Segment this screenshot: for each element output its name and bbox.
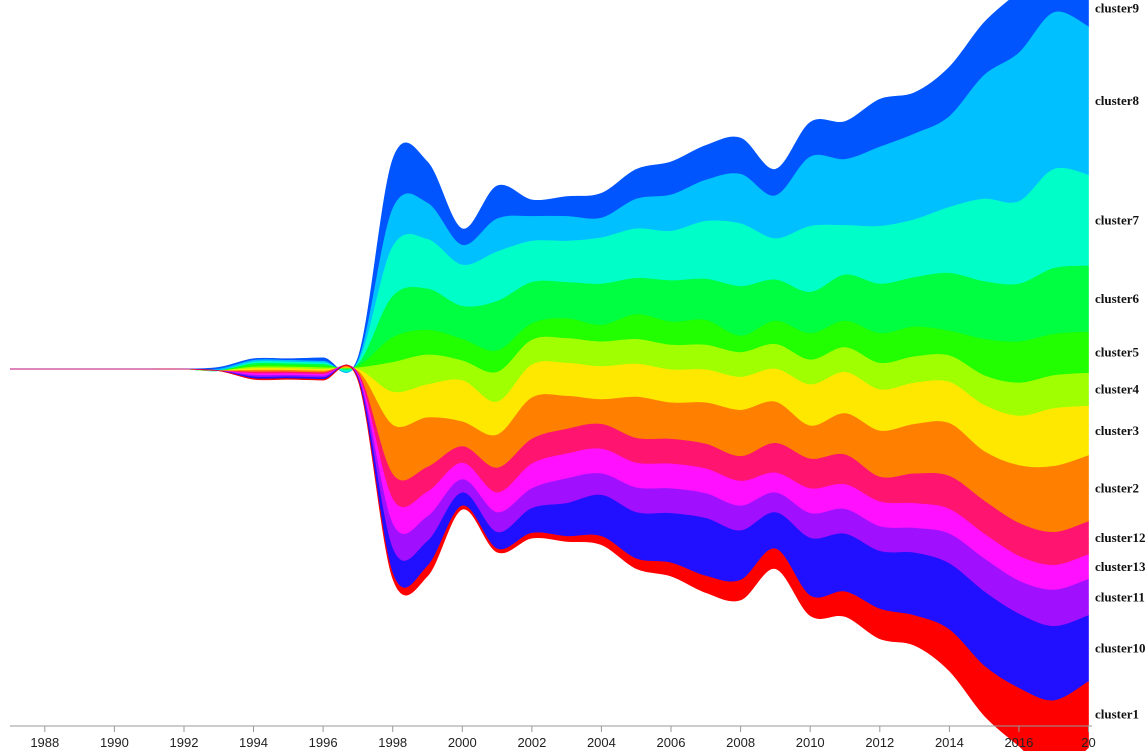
x-tick-label: 1996: [309, 735, 338, 750]
series-label-cluster1: cluster1: [1095, 707, 1139, 722]
x-tick-label: 1998: [378, 735, 407, 750]
x-tick-label: 2012: [865, 735, 894, 750]
x-axis: 1988 1990 1992 1994 1996 1998 2000 2002 2004 2006…: [10, 725, 1096, 750]
series-label-cluster9: cluster9: [1095, 1, 1140, 16]
x-tick-label: 2008: [726, 735, 755, 750]
stream-layers: [10, 0, 1089, 751]
series-label-cluster10: cluster10: [1095, 641, 1146, 656]
x-tick-label: 1992: [170, 735, 199, 750]
x-tick-label: 2006: [657, 735, 686, 750]
x-tick-label: 2016: [1004, 735, 1033, 750]
stream-cluster1: [10, 364, 1089, 751]
x-tick-label: 2002: [517, 735, 546, 750]
x-tick-label: 20: [1081, 735, 1095, 750]
x-tick-label: 1994: [239, 735, 268, 750]
series-label-cluster11: cluster11: [1095, 590, 1145, 605]
x-tick-label: 2000: [448, 735, 477, 750]
series-label-cluster3: cluster3: [1095, 423, 1140, 438]
series-label-cluster12: cluster12: [1095, 530, 1146, 545]
series-label-cluster7: cluster7: [1095, 213, 1140, 228]
series-label-cluster5: cluster5: [1095, 345, 1140, 360]
series-label-cluster8: cluster8: [1095, 93, 1140, 108]
x-tick-label: 2014: [935, 735, 964, 750]
series-labels: cluster9 cluster8 cluster7 cluster6 cluster5…: [1095, 1, 1146, 722]
series-label-cluster6: cluster6: [1095, 291, 1140, 306]
x-tick-label: 1990: [100, 735, 129, 750]
series-label-cluster4: cluster4: [1095, 382, 1140, 397]
x-tick-label: 1988: [30, 735, 59, 750]
series-label-cluster2: cluster2: [1095, 481, 1139, 496]
x-tick-label: 2010: [796, 735, 825, 750]
x-tick-label: 2004: [587, 735, 616, 750]
series-label-cluster13: cluster13: [1095, 559, 1146, 574]
